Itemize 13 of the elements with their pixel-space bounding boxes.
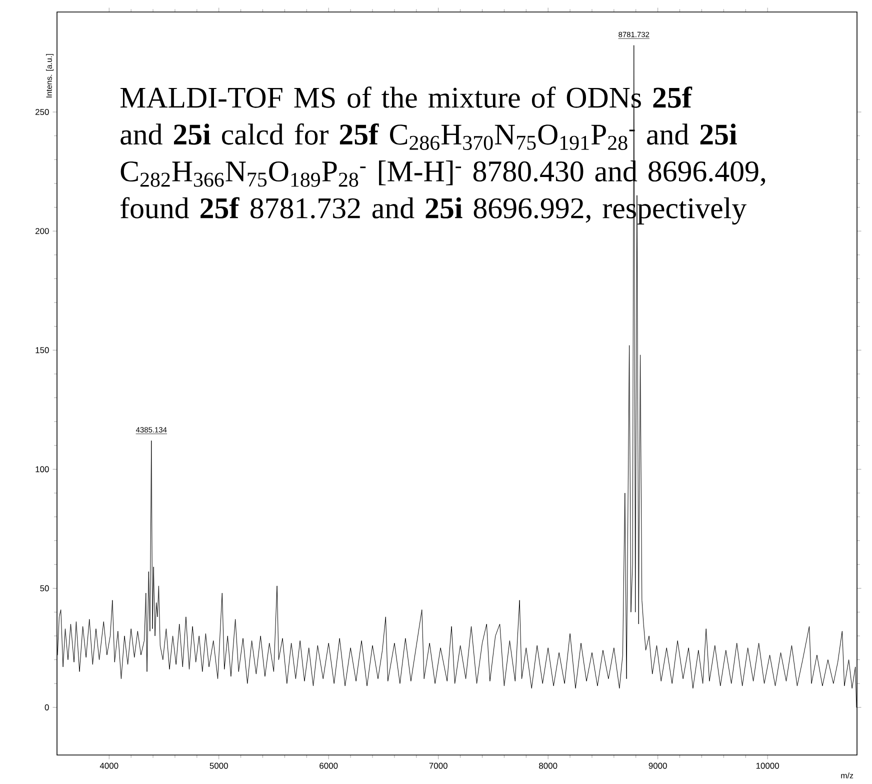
x-tick-label: 10000 (756, 762, 779, 769)
y-tick-label: 50 (40, 585, 49, 592)
x-tick-label: 9000 (648, 762, 667, 769)
y-tick-label: 150 (36, 347, 49, 354)
y-tick-label: 100 (36, 466, 49, 472)
x-tick-label: 6000 (320, 762, 338, 769)
y-tick-label: 0 (44, 704, 49, 710)
x-tick-label: 7000 (429, 762, 448, 769)
x-tick-label: 4000 (100, 762, 118, 769)
y-tick-label: 200 (36, 228, 49, 234)
y-tick-label: 250 (36, 109, 49, 115)
x-tick-label: 5000 (210, 762, 228, 769)
x-tick-label: 8000 (539, 762, 558, 769)
